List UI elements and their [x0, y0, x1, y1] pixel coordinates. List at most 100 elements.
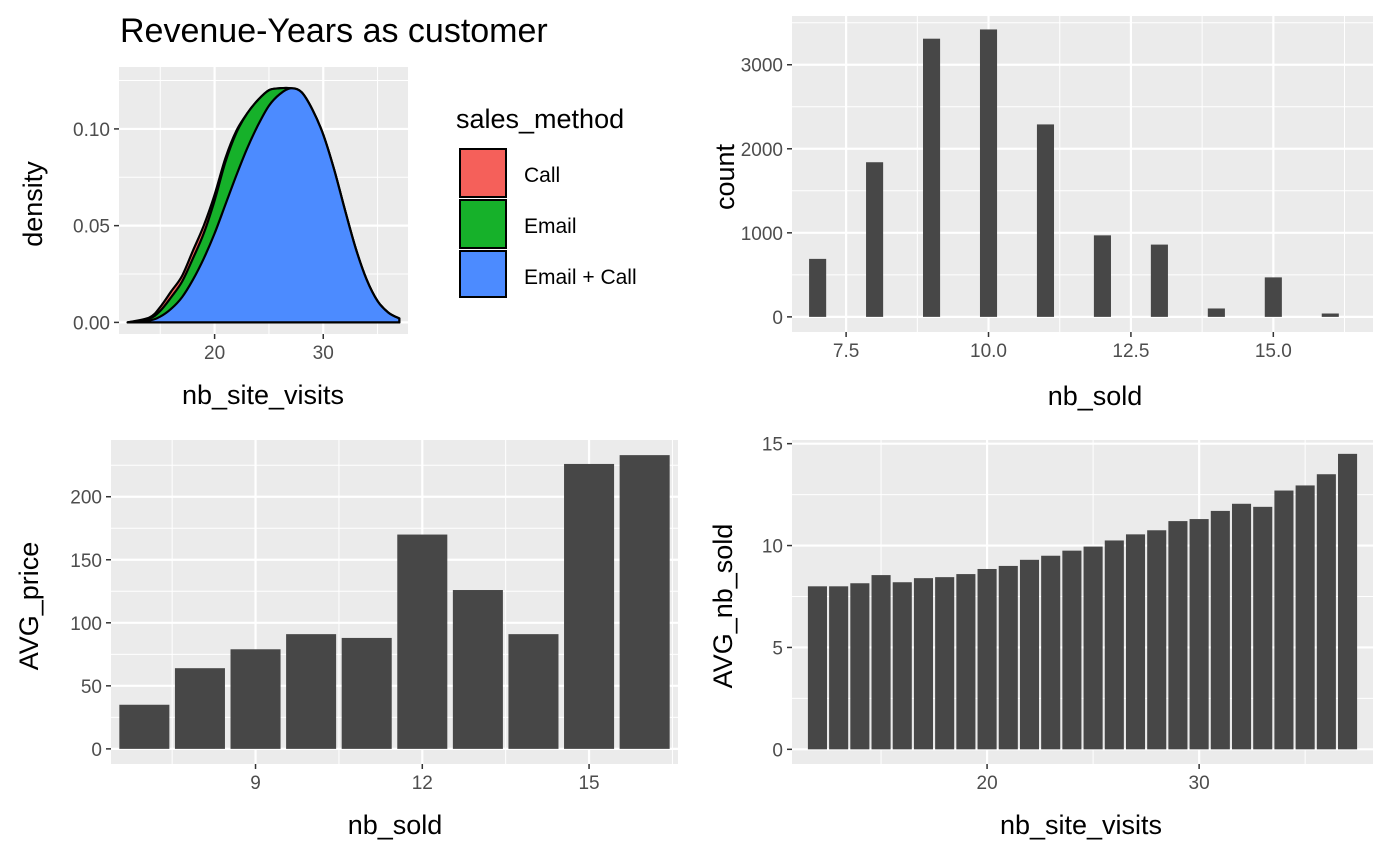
bar	[1295, 485, 1315, 750]
y-axis-title: AVG_nb_sold	[708, 524, 738, 689]
y-tick-label: 10	[762, 537, 783, 558]
y-tick-label: 0.00	[73, 313, 110, 334]
y-tick-label: 3000	[741, 56, 783, 77]
bars	[809, 29, 1339, 317]
bar	[892, 582, 912, 750]
bar	[1147, 530, 1167, 750]
bar	[1338, 453, 1358, 750]
y-tick-label: 0.05	[73, 217, 110, 238]
bar	[1036, 124, 1055, 317]
bar	[871, 575, 891, 750]
x-tick-label: 15.0	[1255, 341, 1292, 362]
x-axis-ticks: 20 30	[977, 764, 1210, 794]
y-tick-label: 0	[772, 740, 783, 761]
bar	[1274, 490, 1294, 750]
legend-label-call: Call	[524, 164, 560, 187]
y-tick-label: 15	[762, 435, 783, 456]
y-tick-label: 150	[70, 551, 102, 572]
x-axis-title: nb_sold	[1048, 381, 1143, 411]
x-tick-label: 10.0	[970, 341, 1007, 362]
bar	[619, 455, 670, 749]
y-axis-title: AVG_price	[14, 542, 44, 671]
gridlines	[792, 16, 1373, 332]
bar	[1231, 503, 1252, 750]
y-tick-label: 1000	[741, 224, 783, 245]
x-tick-label: 7.5	[833, 341, 859, 362]
avg-price-chart: 9 12 15 0 50 100 150 200 nb_sold AVG_price	[14, 440, 678, 840]
bar	[452, 590, 503, 749]
x-tick-label: 12	[412, 773, 433, 794]
bars	[119, 455, 670, 749]
bar	[866, 162, 884, 317]
bar	[397, 534, 448, 749]
y-axis-title: density	[18, 161, 48, 247]
bar	[850, 583, 870, 750]
y-tick-label: 0	[772, 308, 783, 329]
bar	[923, 38, 941, 317]
x-axis-title: nb_site_visits	[1000, 810, 1162, 840]
chart-title: Revenue-Years as customer	[120, 12, 548, 50]
x-tick-label: 12.5	[1112, 341, 1149, 362]
legend-key-email	[459, 199, 507, 249]
bar	[1168, 521, 1188, 750]
bar	[286, 634, 337, 749]
bar	[829, 586, 849, 750]
bar	[1210, 510, 1230, 750]
legend-label-email: Email	[524, 215, 577, 238]
bar	[1041, 555, 1061, 750]
bar	[1264, 277, 1282, 317]
y-tick-label: 5	[772, 638, 783, 659]
bar	[341, 637, 392, 749]
x-axis-title: nb_site_visits	[182, 380, 344, 410]
bar	[998, 565, 1018, 750]
bar	[913, 578, 934, 750]
bar	[979, 29, 998, 317]
bar	[1316, 474, 1336, 750]
legend-label-email-call: Email + Call	[524, 266, 637, 289]
bar	[1125, 534, 1146, 750]
y-tick-label: 0.10	[73, 120, 110, 141]
y-tick-label: 50	[81, 677, 102, 698]
bar	[809, 258, 827, 317]
x-tick-label: 9	[250, 773, 261, 794]
y-tick-label: 2000	[741, 140, 783, 161]
legend-key-call	[459, 148, 507, 198]
y-axis-ticks: 0 5 10 15	[762, 435, 792, 761]
y-axis-ticks: 0 50 100 150 200	[70, 488, 111, 761]
x-tick-label: 30	[1189, 773, 1210, 794]
x-tick-label: 20	[204, 343, 225, 364]
bar	[508, 634, 559, 749]
bar	[1104, 540, 1124, 750]
y-tick-label: 200	[70, 488, 102, 509]
y-tick-label: 100	[70, 614, 102, 635]
density-chart: Revenue-Years as customer 20 30 0.000.050…	[18, 12, 637, 410]
bar	[119, 704, 170, 749]
density-area-email-call	[126, 87, 401, 324]
bar	[1083, 546, 1103, 750]
x-tick-label: 20	[977, 773, 998, 794]
x-axis-ticks: 9 12 15	[250, 764, 600, 794]
bar	[977, 568, 997, 750]
y-axis-title: count	[710, 143, 740, 210]
legend-title: sales_method	[456, 104, 624, 134]
bar	[230, 649, 281, 749]
bar	[956, 574, 976, 750]
x-tick-label: 15	[578, 773, 599, 794]
density-areas	[126, 86, 401, 324]
bar	[1093, 235, 1111, 317]
bar	[1253, 506, 1273, 750]
bars	[807, 453, 1358, 750]
x-axis-title: nb_sold	[348, 810, 443, 840]
bar	[1062, 550, 1082, 750]
bar	[807, 586, 827, 750]
bar	[935, 577, 955, 750]
bar	[1207, 308, 1225, 317]
x-tick-label: 30	[313, 343, 334, 364]
count-chart: 7.5 10.0 12.5 15.0 0 1000 2000 3000 nb_sold co…	[710, 16, 1373, 411]
bar	[564, 463, 615, 749]
y-axis-ticks: 0.00 0.05 0.10	[73, 120, 119, 334]
bar	[1321, 313, 1339, 317]
legend: sales_method Call Email Email + Call	[456, 104, 637, 298]
